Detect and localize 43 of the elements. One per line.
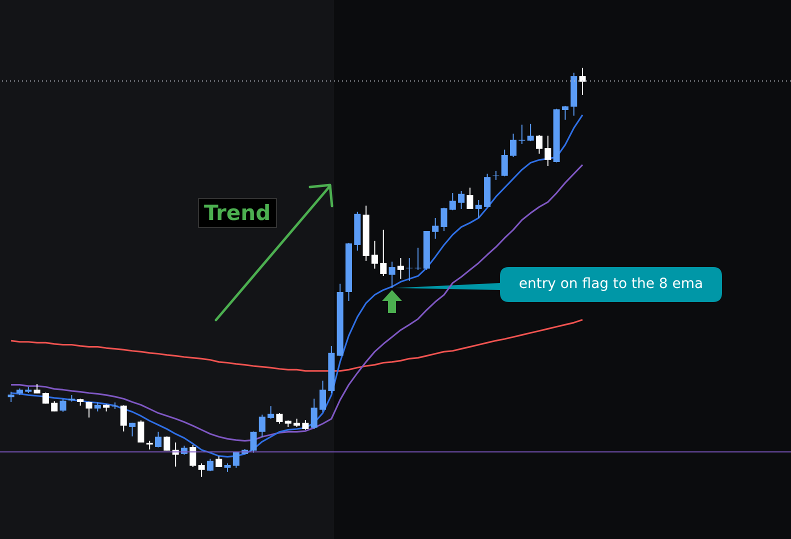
candlestick xyxy=(190,444,196,468)
candlestick xyxy=(414,247,422,270)
candlestick xyxy=(129,422,136,437)
candlestick xyxy=(475,199,482,218)
candlestick xyxy=(458,190,465,210)
candlestick xyxy=(397,258,404,280)
candlestick xyxy=(501,149,508,177)
candlestick xyxy=(206,458,214,472)
candlestick xyxy=(466,187,474,210)
annotation: Trend xyxy=(198,198,277,228)
candlestick xyxy=(449,192,456,211)
candlestick xyxy=(258,414,266,438)
candlestick xyxy=(492,170,500,180)
candlestick xyxy=(8,391,14,402)
candlestick xyxy=(34,384,40,394)
candlestick xyxy=(155,431,162,448)
annotation: entry on flag to the 8 ema xyxy=(518,275,704,294)
candlestick xyxy=(86,401,92,418)
candlestick xyxy=(380,229,387,277)
candlestick xyxy=(310,398,318,430)
candlestick xyxy=(536,134,542,154)
candlestick xyxy=(562,105,568,120)
candlestick xyxy=(164,436,170,452)
candlestick xyxy=(51,400,58,412)
candlestick xyxy=(579,67,586,96)
candlestick xyxy=(302,419,309,430)
candlestick xyxy=(406,258,413,282)
candlestick xyxy=(371,240,378,270)
candlestick xyxy=(198,462,205,478)
candlestick xyxy=(432,217,439,240)
candlestick xyxy=(388,261,396,288)
candlestick xyxy=(120,404,127,432)
candlestick xyxy=(527,123,534,142)
candlestick xyxy=(320,380,326,412)
candlestick xyxy=(60,398,66,412)
candlestick xyxy=(268,406,274,420)
candlestick xyxy=(250,430,257,454)
candlestick xyxy=(276,412,283,424)
candlestick xyxy=(510,133,517,158)
candlestick xyxy=(138,420,144,443)
candlestick xyxy=(440,207,448,232)
candlestick xyxy=(544,135,552,167)
candlestick xyxy=(232,450,240,468)
